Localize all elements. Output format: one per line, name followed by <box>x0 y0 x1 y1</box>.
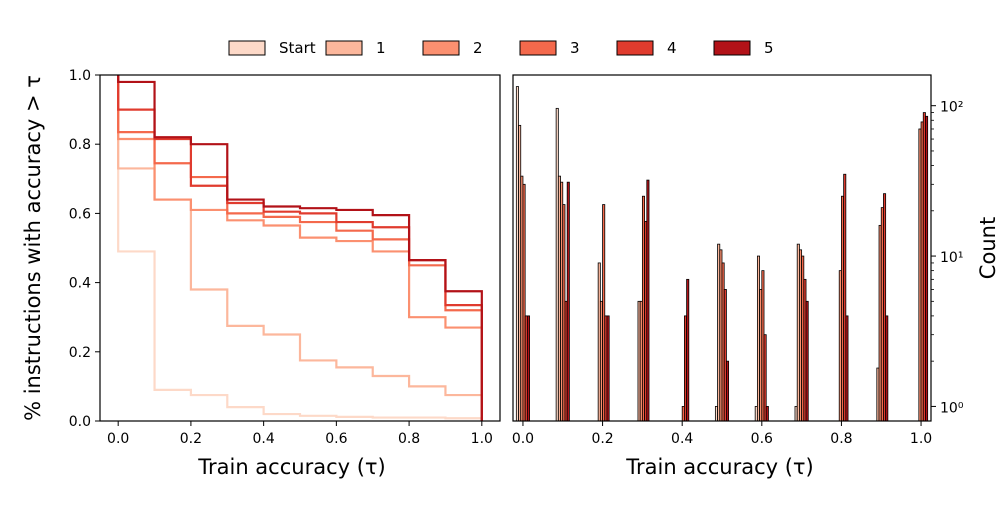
histogram-axes-frame <box>512 74 932 422</box>
cdf-x-tick-label: 0.4 <box>253 431 275 447</box>
histogram-x-tick-label: 0.2 <box>591 431 613 447</box>
cdf-series-line-1 <box>117 75 483 421</box>
legend-swatch <box>422 40 460 56</box>
legend-label: 4 <box>667 39 677 57</box>
legend-swatch <box>616 40 654 56</box>
histogram-plot-area <box>515 86 929 421</box>
cdf-y-tick-label: 0.0 <box>69 414 91 430</box>
legend-swatch <box>519 40 557 56</box>
histogram-bar-5 <box>845 315 849 421</box>
cdf-series-line-3 <box>117 75 483 421</box>
legend-label: 2 <box>473 39 483 57</box>
cdf-x-tick-label: 0.0 <box>107 431 129 447</box>
cdf-series-line-5 <box>117 75 483 421</box>
histogram-bar-4 <box>763 334 767 421</box>
legend-entry-5: 5 <box>713 39 774 57</box>
histogram-ticks: 0.0 0.2 0.4 0.6 0.8 1.0 10⁰ 10¹ 10² <box>512 100 964 447</box>
legend-entry-3: 3 <box>519 39 580 57</box>
legend-entry-1: 1 <box>325 39 386 57</box>
cdf-x-tick-label: 0.8 <box>398 431 420 447</box>
histogram-y-tick-label: 10¹ <box>940 250 963 266</box>
histogram-x-tick-label: 0.8 <box>830 431 852 447</box>
legend-swatch <box>228 40 266 56</box>
legend: Start 1 2 3 4 5 <box>228 39 774 57</box>
cdf-ticks: 0.0 0.2 0.4 0.6 0.8 1.0 0.0 0.2 0.4 0.6 0.8 1.0 <box>69 68 493 447</box>
histogram-x-tick-label: 0.0 <box>512 431 534 447</box>
histogram-bar-5 <box>646 179 650 421</box>
histogram-bar-5 <box>765 406 769 421</box>
histogram-bar-3 <box>522 183 526 421</box>
histogram-x-tick-label: 1.0 <box>910 431 932 447</box>
histogram-bar-4 <box>843 173 847 421</box>
histogram-y-axis-label: Count <box>976 217 1000 279</box>
cdf-plot-area <box>117 75 483 421</box>
histogram-bar-5 <box>885 315 889 421</box>
cdf-y-tick-label: 0.4 <box>69 276 91 292</box>
histogram-bar-5 <box>805 300 809 421</box>
histogram-bar-5 <box>526 315 530 421</box>
histogram-y-tick-label: 10² <box>940 100 963 116</box>
cdf-y-tick-label: 0.6 <box>69 206 91 222</box>
histogram-bar-4 <box>883 193 887 421</box>
histogram-bar-3 <box>602 204 606 421</box>
histogram-bar-5 <box>726 360 730 421</box>
histogram-x-tick-label: 0.6 <box>751 431 773 447</box>
cdf-x-tick-label: 0.6 <box>325 431 347 447</box>
legend-entry-2: 2 <box>422 39 483 57</box>
cdf-series-line-start <box>117 75 483 421</box>
cdf-x-tick-label: 0.2 <box>180 431 202 447</box>
histogram-bar-5 <box>566 181 570 421</box>
legend-label: 1 <box>376 39 386 57</box>
legend-label: Start <box>279 39 316 57</box>
histogram-bar-4 <box>723 289 727 421</box>
legend-swatch <box>325 40 363 56</box>
legend-entry-4: 4 <box>616 39 677 57</box>
histogram-bar-5 <box>686 278 690 421</box>
legend-swatch <box>713 40 751 56</box>
cdf-series-line-4 <box>117 75 483 421</box>
cdf-y-tick-label: 0.8 <box>69 137 91 153</box>
cdf-y-tick-label: 0.2 <box>69 345 91 361</box>
histogram-bar-5 <box>606 315 610 421</box>
cdf-y-tick-label: 1.0 <box>69 68 91 84</box>
cdf-x-axis-label: Train accuracy (τ) <box>197 455 386 479</box>
legend-entry-start: Start <box>228 39 316 57</box>
histogram-y-tick-label: 10⁰ <box>940 400 964 416</box>
histogram-bar-5 <box>925 115 929 421</box>
histogram-x-tick-label: 0.4 <box>671 431 693 447</box>
legend-label: 3 <box>570 39 580 57</box>
cdf-x-tick-label: 1.0 <box>471 431 493 447</box>
cdf-series-line-2 <box>117 75 483 421</box>
cdf-axes-frame <box>99 74 501 422</box>
cdf-y-axis-label: % instructions with accuracy > τ <box>21 75 45 421</box>
histogram-x-axis-label: Train accuracy (τ) <box>625 455 814 479</box>
legend-label: 5 <box>764 39 774 57</box>
